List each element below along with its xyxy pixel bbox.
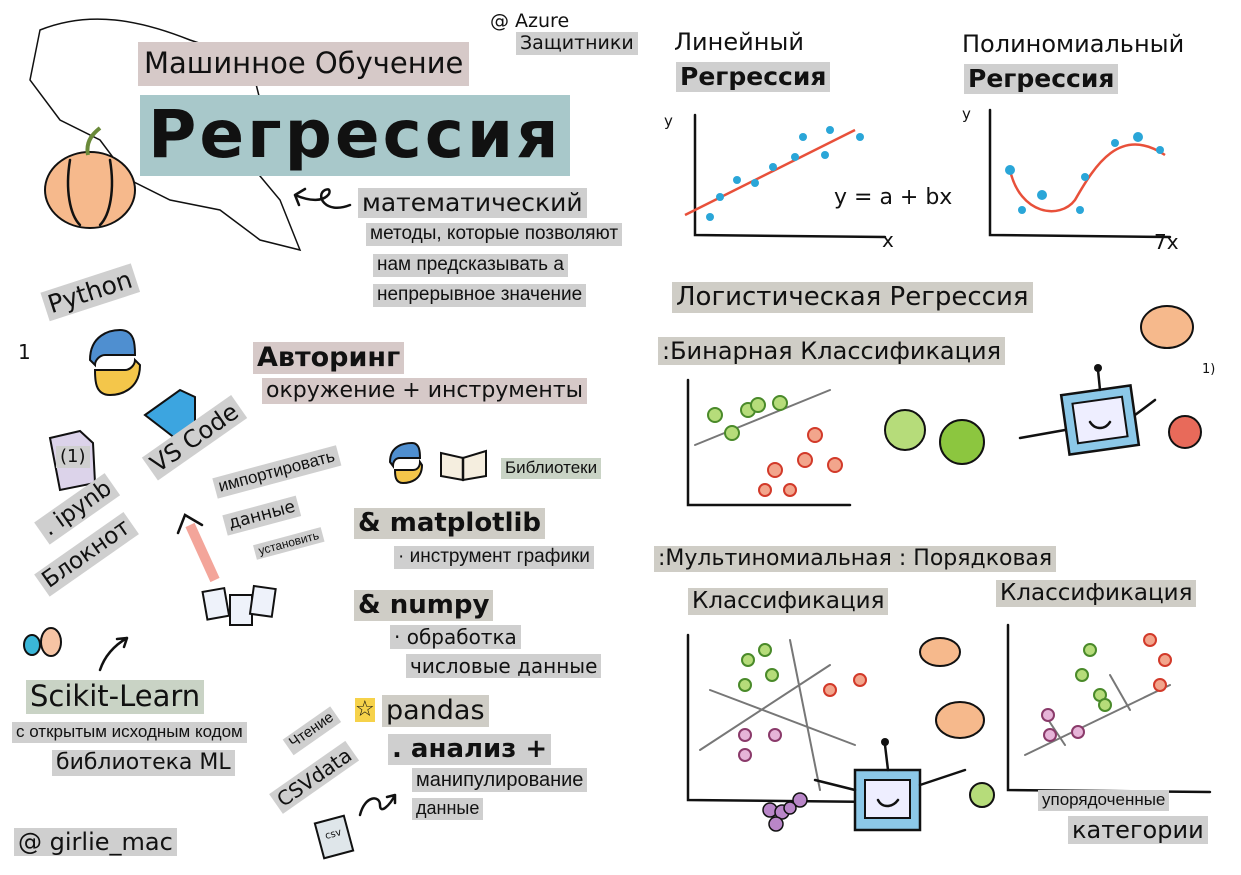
scikit-learn-description-1: с открытым исходным кодом [12,722,247,743]
ordinal-classification-label: Классификация [996,580,1197,608]
multinomial-classification-label: Классификация [688,588,889,616]
poly-title-1: Полиномиальный [962,30,1185,58]
poly-x-label: 7x [1154,230,1179,254]
up-arrow-icon [176,513,220,583]
csv-file-icon: csv [313,814,355,860]
linear-formula: y = a + bx [834,185,953,210]
pandas-label: pandas [382,695,489,727]
linear-title-1: Линейный [674,28,804,56]
binary-classification-plot [686,378,852,507]
python-logo-icon [88,328,142,397]
numpy-description-1: · обработка [390,625,521,649]
ordered-label: упорядоченные [1038,790,1170,811]
authoring-heading: Авторинг [253,342,405,374]
book-icon [440,449,487,482]
robot-illustration [1018,364,1202,456]
pumpkins-illustration [919,637,985,739]
numpy-description-2: числовые данные [406,654,602,678]
page-title: Регрессия [140,95,570,176]
data-label: данные [222,495,302,536]
azure-credit: @ Azure [490,10,570,32]
binary-classification-heading: :Бинарная Классификация [658,337,1006,366]
categories-label: категории [1068,816,1208,845]
csvdata-label: CSVdata [269,740,360,814]
robot-illustration-2 [762,738,995,832]
numpy-label: & numpy [354,590,494,621]
python-number: 1 [18,340,31,364]
ipynb-number: (1) [56,446,90,468]
definition-line-1: методы, которые позволяют [366,223,623,246]
pandas-description-3: данные [412,798,484,820]
author-credit: @ girlie_mac [14,828,177,857]
star-icon: ☆ [355,697,375,723]
libraries-label: Библиотеки [501,458,602,479]
pandas-description-2: манипулирование [412,768,588,792]
poly-y-label: y [962,105,971,123]
matplotlib-description: · инструмент графики [394,546,594,569]
arrow-icon [98,636,129,672]
poly-title-2: Регрессия [964,64,1119,94]
authoring-subtitle: окружение + инструменты [262,378,588,405]
import-label: импортировать [212,445,342,499]
python-library-icon [388,441,424,485]
regression-line [684,128,856,217]
linear-y-label: y [664,112,673,130]
azure-credit-2: Защитники [516,32,638,55]
apples-illustration [884,409,985,465]
matplotlib-label: & matplotlib [354,508,546,539]
scikit-learn-label: Scikit-Learn [26,680,205,714]
definition-line-3: непрерывное значение [373,284,587,307]
pandas-description-1: . анализ + [388,734,552,765]
y-axis [693,113,887,239]
curly-arrow-icon [293,187,352,209]
scikit-learn-description-2: библиотека ML [52,750,235,777]
regression-curve [1008,143,1166,213]
curly-arrow-icon [358,793,397,817]
data-points [706,126,864,221]
linear-regression-plot [684,113,887,239]
map-illustration [29,18,302,252]
definition-heading: математический [358,188,587,218]
data-files-icon [201,584,277,626]
logistic-heading: Логистическая Регрессия [672,282,1033,313]
scikit-learn-logo-icon [23,627,62,657]
note-number: 1) [1202,362,1216,377]
install-label: установить [253,527,325,560]
multinomial-classification-plot [686,633,882,804]
linear-title-2: Регрессия [676,62,831,92]
csv-icon-text: csv [323,827,343,843]
linear-x-label: x [882,228,894,252]
multinomial-ordinal-heading: :Мультиномиальная : Порядковая [654,546,1057,573]
ordinal-classification-plot [1006,623,1212,794]
page-subtitle: Машинное Обучение [138,42,470,86]
definition-line-2: нам предсказывать а [373,254,568,277]
polynomial-regression-plot [988,108,1172,239]
pumpkin-icon [1140,305,1194,349]
read-label: Чтение [282,706,341,755]
pumpkin-icon [44,126,136,229]
